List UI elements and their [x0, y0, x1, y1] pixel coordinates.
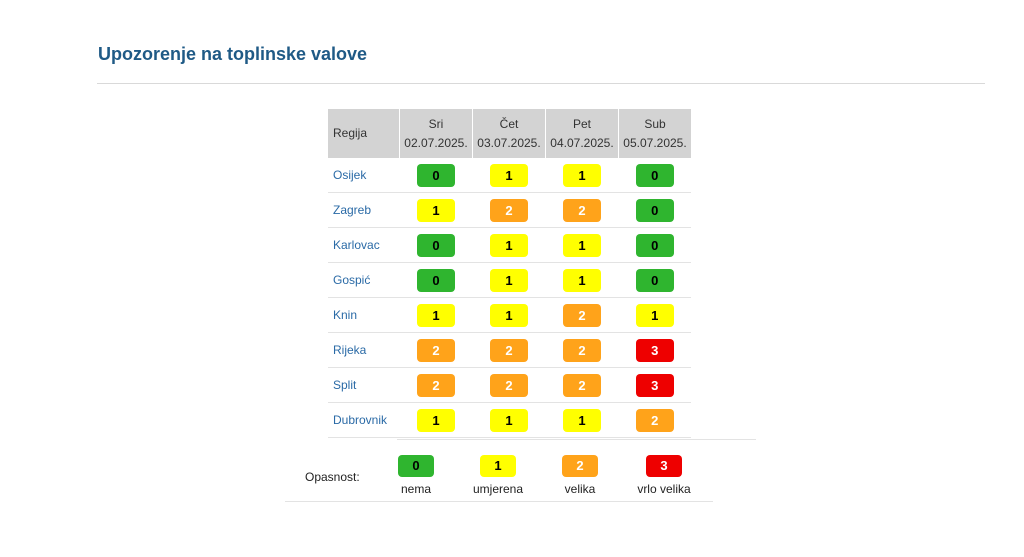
region-link-zagreb[interactable]: Zagreb: [328, 192, 400, 228]
region-link-split[interactable]: Split: [328, 367, 400, 403]
level-badge: 2: [490, 338, 528, 362]
day-date: 02.07.2025.: [404, 135, 468, 150]
day-date: 05.07.2025.: [623, 135, 687, 150]
day-name: Čet: [499, 116, 519, 131]
legend-badge: 1: [480, 455, 516, 477]
legend-badge: 0: [398, 455, 434, 477]
level-badge: 2: [490, 198, 528, 222]
legend-text: vrlo velika: [637, 482, 691, 496]
level-badge: 0: [417, 268, 455, 292]
page-title: Upozorenje na toplinske valove: [98, 44, 368, 64]
level-badge: 2: [417, 373, 455, 397]
table-row: Dubrovnik 1 1 1 2: [328, 402, 691, 438]
level-badge: 2: [490, 373, 528, 397]
day-header-fri: Pet 04.07.2025.: [545, 109, 619, 158]
level-badge: 1: [490, 268, 528, 292]
level-badge: 0: [635, 198, 674, 222]
legend-item-none: 0 nema: [381, 455, 451, 496]
level-badge: 1: [490, 408, 528, 432]
region-link-karlovac[interactable]: Karlovac: [328, 227, 400, 263]
level-badge: 1: [563, 268, 601, 292]
region-link-osijek[interactable]: Osijek: [328, 158, 400, 193]
region-column-header: Regija: [328, 109, 400, 158]
region-link-knin[interactable]: Knin: [328, 297, 400, 333]
level-badge: 1: [490, 233, 528, 257]
legend-label: Opasnost:: [305, 470, 360, 484]
table-row: Zagreb 1 2 2 0: [328, 192, 691, 228]
level-badge: 2: [563, 303, 601, 327]
day-header-thu: Čet 03.07.2025.: [472, 109, 546, 158]
day-date: 04.07.2025.: [550, 135, 614, 150]
level-badge: 1: [490, 303, 528, 327]
level-badge: 1: [563, 163, 601, 187]
level-badge: 0: [635, 233, 674, 257]
level-badge: 1: [417, 408, 455, 432]
level-badge: 2: [563, 338, 601, 362]
level-badge: 1: [490, 163, 528, 187]
level-badge: 3: [635, 373, 674, 397]
table-row: Gospić 0 1 1 0: [328, 262, 691, 298]
region-link-dubrovnik[interactable]: Dubrovnik: [328, 402, 400, 438]
table-row: Rijeka 2 2 2 3: [328, 332, 691, 368]
legend-badge: 3: [646, 455, 682, 477]
level-badge: 2: [635, 408, 674, 432]
level-badge: 1: [417, 198, 455, 222]
legend-item-very-high: 3 vrlo velika: [629, 455, 699, 496]
legend-item-high: 2 velika: [545, 455, 615, 496]
level-badge: 0: [417, 233, 455, 257]
day-header-wed: Sri 02.07.2025.: [399, 109, 473, 158]
table-row: Knin 1 1 2 1: [328, 297, 691, 333]
legend-item-moderate: 1 umjerena: [463, 455, 533, 496]
level-badge: 1: [635, 303, 674, 327]
level-badge: 0: [635, 163, 674, 187]
level-badge: 1: [563, 408, 601, 432]
level-badge: 1: [563, 233, 601, 257]
legend-divider: [285, 501, 713, 502]
day-name: Pet: [572, 116, 591, 131]
level-badge: 2: [563, 198, 601, 222]
day-header-sat: Sub 05.07.2025.: [618, 109, 691, 158]
day-date: 03.07.2025.: [477, 135, 541, 150]
table-row: Osijek 0 1 1 0: [328, 158, 691, 193]
level-badge: 1: [417, 303, 455, 327]
table-header-row: Regija Sri 02.07.2025. Čet 03.07.2025. P…: [328, 109, 691, 158]
level-badge: 0: [635, 268, 674, 292]
level-badge: 3: [635, 338, 674, 362]
level-badge: 0: [417, 163, 455, 187]
level-badge: 2: [417, 338, 455, 362]
region-link-rijeka[interactable]: Rijeka: [328, 332, 400, 368]
day-name: Sub: [644, 116, 666, 131]
heatwave-table: Regija Sri 02.07.2025. Čet 03.07.2025. P…: [328, 109, 691, 438]
region-link-gospic[interactable]: Gospić: [328, 262, 400, 298]
day-name: Sri: [428, 116, 444, 131]
title-divider: [97, 83, 985, 84]
level-badge: 2: [563, 373, 601, 397]
table-row: Karlovac 0 1 1 0: [328, 227, 691, 263]
legend-text: umjerena: [472, 482, 524, 496]
legend-text: nema: [400, 482, 432, 496]
table-row: Split 2 2 2 3: [328, 367, 691, 403]
legend-text: velika: [564, 482, 596, 496]
table-divider: [397, 439, 756, 440]
legend-badge: 2: [562, 455, 598, 477]
